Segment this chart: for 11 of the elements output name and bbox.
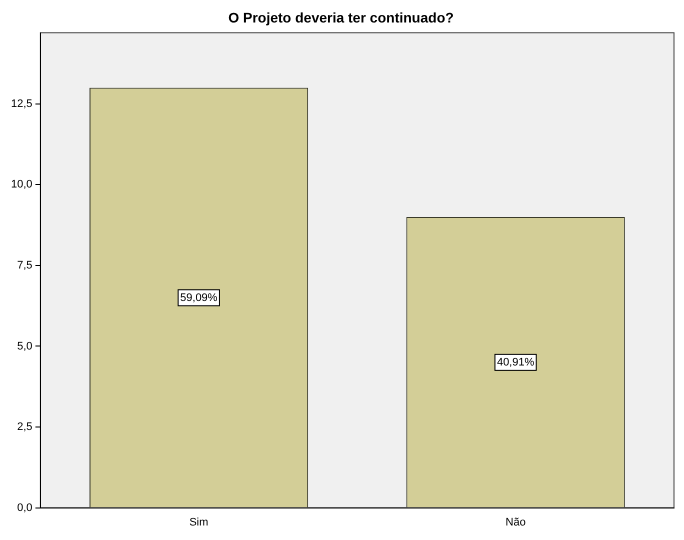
x-tick-label: Não bbox=[506, 516, 526, 528]
chart-title: O Projeto deveria ter continuado? bbox=[228, 9, 454, 26]
y-tick-label: 5,0 bbox=[17, 340, 32, 352]
y-tick-label: 10,0 bbox=[10, 178, 32, 191]
annotation: 40,91% bbox=[496, 356, 534, 368]
y-tick-label: 7,5 bbox=[17, 259, 32, 272]
y-tick-label: 0,0 bbox=[17, 502, 32, 514]
x-tick-label: Sim bbox=[189, 516, 208, 528]
y-tick-label: 2,5 bbox=[17, 421, 32, 434]
y-tick-label: 12,5 bbox=[10, 98, 32, 110]
annotation: 59,09% bbox=[180, 292, 218, 304]
